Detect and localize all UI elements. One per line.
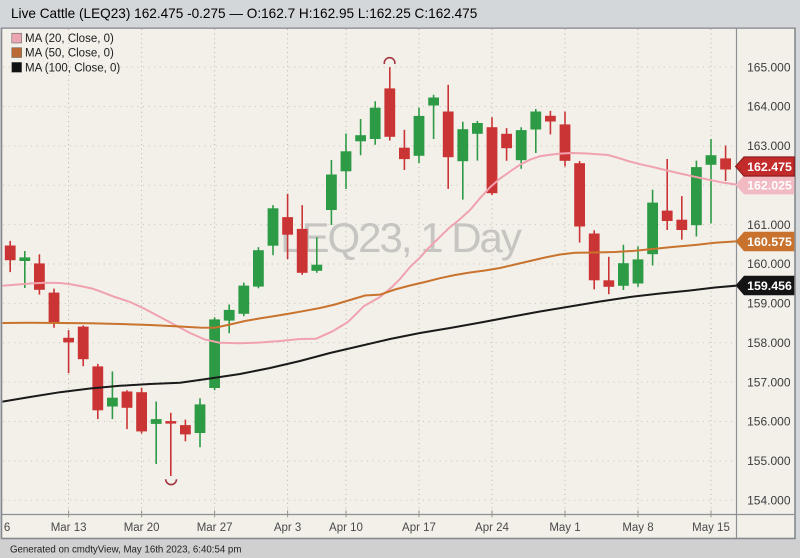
svg-text:Mar 13: Mar 13 (51, 522, 87, 534)
svg-text:157.000: 157.000 (747, 375, 791, 389)
svg-text:Apr 17: Apr 17 (402, 522, 436, 534)
svg-text:May 15: May 15 (692, 522, 730, 534)
svg-text:156.000: 156.000 (747, 415, 791, 429)
svg-text:165.000: 165.000 (747, 60, 791, 74)
svg-text:162.475: 162.475 (747, 160, 792, 174)
svg-text:162.025: 162.025 (747, 178, 792, 192)
svg-text:May 1: May 1 (549, 522, 580, 534)
svg-text:155.000: 155.000 (747, 454, 791, 468)
svg-text:Apr 3: Apr 3 (274, 522, 302, 534)
svg-text:159.000: 159.000 (747, 297, 791, 311)
svg-text:Apr 10: Apr 10 (329, 522, 363, 534)
svg-text:MA (100, Close, 0): MA (100, Close, 0) (25, 62, 120, 74)
svg-text:MA (20, Close, 0): MA (20, Close, 0) (25, 33, 114, 45)
svg-text:163.000: 163.000 (747, 139, 791, 153)
svg-text:161.000: 161.000 (747, 218, 791, 232)
svg-text:160.575: 160.575 (747, 235, 792, 249)
svg-text:MA (50, Close, 0): MA (50, Close, 0) (25, 48, 114, 60)
svg-text:154.000: 154.000 (747, 494, 791, 508)
svg-text:164.000: 164.000 (747, 100, 791, 114)
svg-text:Generated on cmdtyView, May 16: Generated on cmdtyView, May 16th 2023, 6… (10, 545, 241, 556)
svg-text:May 8: May 8 (622, 522, 653, 534)
svg-text:160.000: 160.000 (747, 257, 791, 271)
svg-text:LEQ23, 1 Day: LEQ23, 1 Day (280, 214, 522, 261)
svg-text:159.456: 159.456 (747, 279, 792, 293)
svg-text:158.000: 158.000 (747, 336, 791, 350)
svg-text:Mar 20: Mar 20 (124, 522, 160, 534)
svg-text:Apr 24: Apr 24 (475, 522, 509, 534)
svg-text:Mar 6: Mar 6 (0, 522, 10, 534)
svg-text:Mar 27: Mar 27 (197, 522, 233, 534)
svg-text:Live Cattle (LEQ23) 162.475 -0: Live Cattle (LEQ23) 162.475 -0.275 — O:1… (11, 6, 477, 21)
